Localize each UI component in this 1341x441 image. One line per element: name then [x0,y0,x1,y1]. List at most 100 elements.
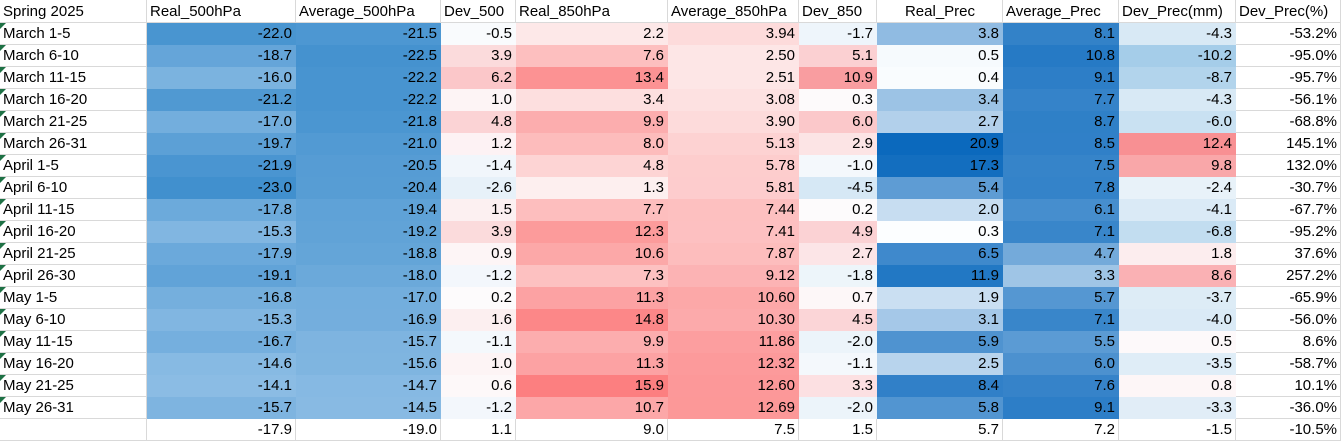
header-cell-avg_850[interactable]: Average_850hPa [668,0,799,23]
cell-avg_850[interactable]: 11.86 [668,331,799,353]
cell-real_850[interactable]: 12.3 [516,221,668,243]
cell-avg_prec[interactable]: 5.7 [1003,287,1119,309]
cell-real_500[interactable]: -17.8 [147,199,296,221]
cell-real_500[interactable]: -19.1 [147,265,296,287]
cell-real_500[interactable]: -16.0 [147,67,296,89]
cell-real_prec[interactable]: 2.0 [877,199,1003,221]
summary-cell-dev_850[interactable]: 1.5 [799,419,877,441]
cell-avg_850[interactable]: 2.50 [668,45,799,67]
cell-dev_prec_pct[interactable]: -58.7% [1236,353,1341,375]
cell-dev_prec_pct[interactable]: -53.2% [1236,23,1341,45]
cell-real_500[interactable]: -18.7 [147,45,296,67]
cell-real_prec[interactable]: 3.4 [877,89,1003,111]
summary-cell-dev_prec_mm[interactable]: -1.5 [1119,419,1236,441]
cell-dev_prec_mm[interactable]: -4.1 [1119,199,1236,221]
cell-avg_prec[interactable]: 7.8 [1003,177,1119,199]
row-label[interactable]: May 16-20 [0,353,147,375]
cell-real_500[interactable]: -21.2 [147,89,296,111]
header-cell-period[interactable]: Spring 2025 [0,0,147,23]
cell-real_prec[interactable]: 20.9 [877,133,1003,155]
cell-real_prec[interactable]: 3.8 [877,23,1003,45]
cell-dev_prec_mm[interactable]: -2.4 [1119,177,1236,199]
header-cell-dev_500[interactable]: Dev_500 [441,0,516,23]
cell-dev_prec_pct[interactable]: 37.6% [1236,243,1341,265]
cell-avg_500[interactable]: -21.8 [296,111,441,133]
cell-avg_850[interactable]: 12.60 [668,375,799,397]
cell-avg_prec[interactable]: 6.1 [1003,199,1119,221]
row-label[interactable]: May 11-15 [0,331,147,353]
row-label[interactable]: April 16-20 [0,221,147,243]
cell-real_500[interactable]: -15.7 [147,397,296,419]
cell-dev_850[interactable]: 0.2 [799,199,877,221]
header-cell-avg_prec[interactable]: Average_Prec [1003,0,1119,23]
cell-real_850[interactable]: 13.4 [516,67,668,89]
cell-dev_prec_mm[interactable]: 12.4 [1119,133,1236,155]
cell-dev_500[interactable]: -1.4 [441,155,516,177]
cell-avg_850[interactable]: 10.60 [668,287,799,309]
row-label[interactable]: March 26-31 [0,133,147,155]
cell-avg_850[interactable]: 3.08 [668,89,799,111]
cell-dev_850[interactable]: -1.0 [799,155,877,177]
summary-cell-avg_prec[interactable]: 7.2 [1003,419,1119,441]
cell-real_500[interactable]: -17.9 [147,243,296,265]
cell-real_500[interactable]: -14.1 [147,375,296,397]
cell-avg_prec[interactable]: 9.1 [1003,67,1119,89]
cell-real_500[interactable]: -16.8 [147,287,296,309]
summary-cell-avg_850[interactable]: 7.5 [668,419,799,441]
cell-dev_500[interactable]: -1.2 [441,397,516,419]
cell-dev_prec_mm[interactable]: 0.5 [1119,331,1236,353]
cell-avg_500[interactable]: -21.0 [296,133,441,155]
cell-real_500[interactable]: -16.7 [147,331,296,353]
cell-real_prec[interactable]: 11.9 [877,265,1003,287]
cell-dev_prec_pct[interactable]: -95.2% [1236,221,1341,243]
cell-dev_500[interactable]: 0.6 [441,375,516,397]
cell-avg_prec[interactable]: 7.1 [1003,309,1119,331]
cell-dev_500[interactable]: 1.0 [441,89,516,111]
cell-avg_850[interactable]: 9.12 [668,265,799,287]
cell-dev_prec_mm[interactable]: -8.7 [1119,67,1236,89]
header-cell-avg_500[interactable]: Average_500hPa [296,0,441,23]
cell-dev_850[interactable]: -1.8 [799,265,877,287]
cell-dev_prec_mm[interactable]: -3.3 [1119,397,1236,419]
row-label[interactable]: March 16-20 [0,89,147,111]
cell-dev_500[interactable]: 1.0 [441,353,516,375]
cell-avg_500[interactable]: -14.5 [296,397,441,419]
cell-avg_500[interactable]: -22.5 [296,45,441,67]
cell-dev_prec_mm[interactable]: -4.3 [1119,23,1236,45]
cell-dev_850[interactable]: 3.3 [799,375,877,397]
header-cell-real_prec[interactable]: Real_Prec [877,0,1003,23]
row-label[interactable]: May 6-10 [0,309,147,331]
cell-real_500[interactable]: -14.6 [147,353,296,375]
row-label[interactable]: April 1-5 [0,155,147,177]
cell-avg_500[interactable]: -22.2 [296,89,441,111]
cell-real_500[interactable]: -23.0 [147,177,296,199]
cell-real_850[interactable]: 3.4 [516,89,668,111]
cell-dev_prec_pct[interactable]: -65.9% [1236,287,1341,309]
row-label[interactable]: March 1-5 [0,23,147,45]
cell-avg_prec[interactable]: 8.7 [1003,111,1119,133]
row-label[interactable]: April 6-10 [0,177,147,199]
cell-avg_prec[interactable]: 7.7 [1003,89,1119,111]
cell-dev_850[interactable]: 4.9 [799,221,877,243]
cell-real_prec[interactable]: 2.5 [877,353,1003,375]
cell-dev_850[interactable]: -1.7 [799,23,877,45]
cell-dev_prec_pct[interactable]: -68.8% [1236,111,1341,133]
cell-real_850[interactable]: 2.2 [516,23,668,45]
cell-dev_prec_pct[interactable]: -67.7% [1236,199,1341,221]
row-label[interactable]: April 11-15 [0,199,147,221]
cell-real_850[interactable]: 1.3 [516,177,668,199]
cell-dev_prec_mm[interactable]: -4.0 [1119,309,1236,331]
cell-avg_850[interactable]: 3.94 [668,23,799,45]
cell-dev_500[interactable]: 0.9 [441,243,516,265]
cell-real_prec[interactable]: 5.9 [877,331,1003,353]
cell-dev_850[interactable]: 5.1 [799,45,877,67]
cell-avg_prec[interactable]: 10.8 [1003,45,1119,67]
cell-dev_prec_pct[interactable]: -56.0% [1236,309,1341,331]
cell-real_prec[interactable]: 6.5 [877,243,1003,265]
cell-real_850[interactable]: 15.9 [516,375,668,397]
cell-avg_850[interactable]: 3.90 [668,111,799,133]
cell-real_prec[interactable]: 2.7 [877,111,1003,133]
cell-real_850[interactable]: 11.3 [516,287,668,309]
cell-dev_prec_pct[interactable]: -95.7% [1236,67,1341,89]
cell-dev_850[interactable]: 6.0 [799,111,877,133]
